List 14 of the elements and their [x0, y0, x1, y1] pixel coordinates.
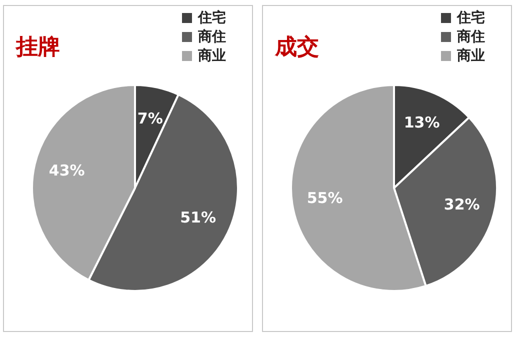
legend-label: 商住	[456, 28, 485, 46]
data-label: 13%	[404, 114, 440, 132]
data-label: 32%	[444, 195, 480, 214]
data-label: 51%	[180, 208, 216, 226]
data-label: 7%	[137, 110, 163, 128]
legend-label: 住宅	[456, 8, 485, 27]
data-label: 55%	[306, 188, 343, 207]
text: 成交	[275, 34, 319, 62]
legend-label: 商住	[197, 28, 226, 46]
data-label: 43%	[48, 162, 85, 180]
legend-label: 住宅	[196, 8, 226, 27]
legend-label: 商业	[456, 46, 485, 65]
text: 挂牌	[16, 34, 60, 62]
legend-label: 商业	[197, 46, 226, 65]
